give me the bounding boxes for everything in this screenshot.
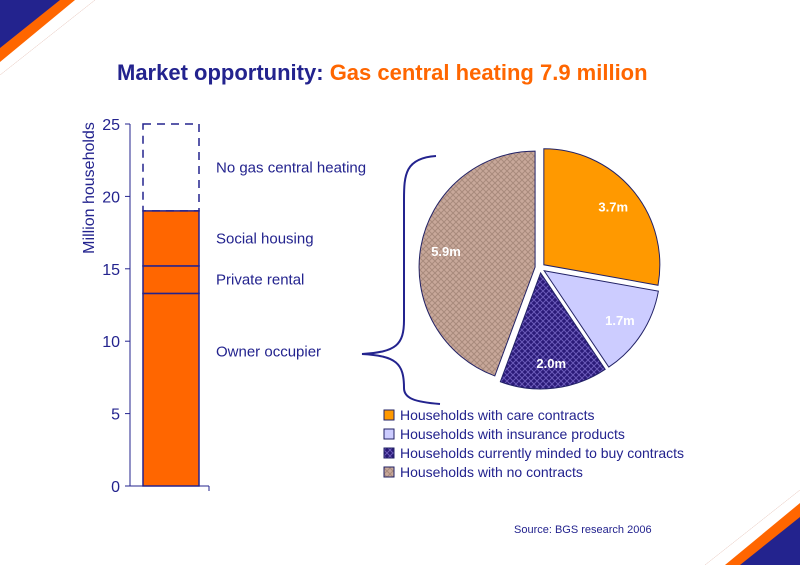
corner-decoration-top-left xyxy=(0,0,95,75)
segment-label-private-rental: Private rental xyxy=(216,272,304,289)
y-tick-label: 15 xyxy=(102,262,120,279)
pie-label-households-with-insurance-products: 1.7m xyxy=(605,313,635,328)
bar-segment-owner-occupier xyxy=(142,292,200,487)
page-title: Market opportunity: Gas central heating … xyxy=(117,60,648,86)
title-prefix: Market opportunity: xyxy=(117,60,324,85)
legend-swatch-households-with-care-contracts xyxy=(383,409,395,421)
legend-swatch-households-with-insurance-products xyxy=(383,428,395,440)
pie-slice-households-currently-minded-to-buy-contracts xyxy=(499,271,606,390)
legend-swatch-households-currently-minded-to-buy-contracts xyxy=(383,447,395,459)
y-tick-label: 10 xyxy=(102,334,120,351)
y-tick-label: 0 xyxy=(111,479,120,496)
legend-label-households-with-insurance-products: Households with insurance products xyxy=(400,426,625,442)
y-tick-label: 25 xyxy=(102,117,120,134)
curly-brace xyxy=(361,155,441,405)
corner-decoration-bottom-right xyxy=(705,490,800,565)
segment-label-no-gas-central-heating: No gas central heating xyxy=(216,159,366,176)
stacked-bar-chart: Million households 0 5 10 15 20 25 Owner occu… xyxy=(81,117,366,496)
legend-label-households-with-no-contracts: Households with no contracts xyxy=(400,464,583,480)
pie-slice-households-with-insurance-products xyxy=(543,270,659,368)
segment-label-owner-occupier: Owner occupier xyxy=(216,343,321,360)
legend-label-households-with-care-contracts: Households with care contracts xyxy=(400,407,595,423)
pie-slice-households-with-no-contracts xyxy=(418,150,536,377)
pie-slices xyxy=(418,148,661,390)
bar-segment-private-rental xyxy=(142,265,200,295)
segment-label-social-housing: Social housing xyxy=(216,230,314,247)
legend-swatch-households-with-no-contracts xyxy=(383,466,395,478)
pie-label-households-with-care-contracts: 3.7m xyxy=(598,200,628,215)
pie-label-households-with-no-contracts: 5.9m xyxy=(431,244,461,259)
title-highlight: Gas central heating 7.9 million xyxy=(329,60,648,85)
bar-segment-no-gas-central-heating xyxy=(142,123,200,212)
pie-slice-labels: 3.7m 1.7m 2.0m 5.9m xyxy=(431,200,635,371)
y-tick-label: 5 xyxy=(111,407,120,424)
source-note: Source: BGS research 2006 xyxy=(514,524,652,536)
pie-legend: Households with care contracts Households… xyxy=(383,407,684,480)
y-tick-label: 20 xyxy=(102,189,120,206)
segment-labels: Owner occupier Private rental Social housi… xyxy=(216,159,366,360)
pie-label-households-currently-minded-to-buy-contracts: 2.0m xyxy=(536,356,566,371)
pie-chart: 3.7m 1.7m 2.0m 5.9m xyxy=(418,148,661,390)
bar-segment-social-housing xyxy=(142,210,200,267)
pie-slice-households-with-care-contracts xyxy=(543,148,661,286)
y-axis-label: Million households xyxy=(81,122,98,254)
legend-label-households-currently-minded-to-buy-contracts: Households currently minded to buy contr… xyxy=(400,445,684,461)
bar-segments xyxy=(142,123,200,487)
